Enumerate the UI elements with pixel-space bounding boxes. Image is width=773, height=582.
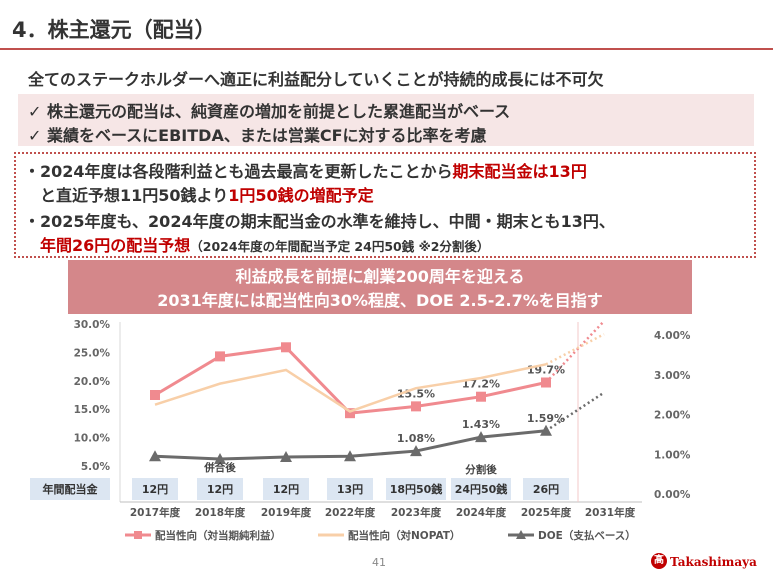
dividend-cell xyxy=(327,478,373,500)
dividend-value: 26円 xyxy=(533,483,559,496)
highlight-line-2: と直近予想11円50銭より1円50銭の増配予定 xyxy=(40,182,374,206)
dividend-value: 12円 xyxy=(142,483,168,496)
dividend-value: 24円50銭 xyxy=(455,482,508,496)
y-right-tick-label: 4.00% xyxy=(654,330,691,342)
y-left-tick-label: 10.0% xyxy=(74,433,111,445)
series-point xyxy=(150,390,160,400)
series-point xyxy=(149,450,161,462)
x-tick-label: 2023年度 xyxy=(391,506,442,519)
x-tick-label: 2017年度 xyxy=(130,506,181,519)
policy-line-2: ✓ 業績をベースにEBITDA、または営業CFに対する比率を考慮 xyxy=(28,126,487,145)
dividend-value: 18円50銭 xyxy=(390,482,443,496)
data-label: 17.2% xyxy=(462,378,500,391)
legend-label: 配当性向（対NOPAT） xyxy=(348,529,460,542)
dividend-cell xyxy=(451,478,511,500)
series-point xyxy=(540,424,552,436)
x-tick-label: 2018年度 xyxy=(195,506,246,519)
series-point xyxy=(410,445,422,457)
series-point xyxy=(475,431,487,443)
series-point xyxy=(215,351,225,362)
highlight-line-4: 年間26円の配当予想（2024年度の年間配当予定 24円50銭 ※2分割後） xyxy=(40,232,489,256)
policy-box xyxy=(18,94,754,146)
highlight-text: ・2024年度は各段階利益とも過去最高を更新したことから xyxy=(24,162,453,181)
highlight-emphasis: 1円50銭の増配予定 xyxy=(228,186,374,205)
x-tick-label: 2031年度 xyxy=(585,506,636,519)
y-left-tick-label: 5.0% xyxy=(81,461,111,473)
y-left-tick-label: 25.0% xyxy=(74,347,111,359)
dividend-cell xyxy=(132,478,178,500)
annotation-label: 併合後 xyxy=(203,461,236,474)
dividend-cell xyxy=(523,478,569,500)
policy-subtitle: 全てのステークホルダーへ適正に利益配分していくことが持続的成長には不可欠 xyxy=(28,70,604,89)
series-projection xyxy=(545,391,605,432)
data-label: 1.08% xyxy=(397,432,435,445)
series-point xyxy=(214,453,226,465)
highlight-note: （2024年度の年間配当予定 24円50銭 ※2分割後） xyxy=(190,239,490,254)
data-label: 1.43% xyxy=(462,418,500,431)
legend-label: DOE（支払ベース） xyxy=(538,529,636,542)
dividend-chart: 5.0% 10.0% 15.0% 20.0% 25.0% 30.0% 0.00% 1.00% 2… xyxy=(30,319,691,542)
highlight-text: と直近予想11円50銭より xyxy=(40,186,229,205)
highlight-line-3: ・2025年度も、2024年度の期末配当金の水準を維持し、中間・期末とも13円、 xyxy=(24,212,615,231)
y-right-tick-label: 3.00% xyxy=(654,370,691,382)
dividend-value: 12円 xyxy=(207,483,233,496)
data-label: 1.59% xyxy=(527,412,565,425)
highlight-line-1: ・2024年度は各段階利益とも過去最高を更新したことから期末配当金は13円 xyxy=(24,158,587,182)
series-point xyxy=(411,401,421,412)
series-projection xyxy=(545,333,605,366)
target-banner xyxy=(68,260,692,314)
dividend-cell xyxy=(263,478,309,500)
dividend-row-label: 年間配当金 xyxy=(43,482,99,496)
series-line xyxy=(154,363,547,413)
x-tick-label: 2024年度 xyxy=(456,506,507,519)
company-logo: Takashimaya xyxy=(670,555,757,569)
y-right-tick-label: 0.00% xyxy=(654,489,691,501)
legend-marker xyxy=(134,531,142,539)
banner-line-2: 2031年度には配当性向30%程度、DOE 2.5-2.7%を目指す xyxy=(157,291,603,310)
title-divider xyxy=(0,48,773,50)
y-left-tick-label: 30.0% xyxy=(74,319,111,331)
legend-marker xyxy=(516,530,526,539)
y-left-tick-label: 15.0% xyxy=(74,404,111,416)
dividend-highlight-box xyxy=(14,152,756,258)
series-point xyxy=(345,408,355,419)
banner-line-1: 利益成長を前提に創業200周年を迎える xyxy=(235,267,525,286)
series-point xyxy=(280,451,292,463)
x-tick-label: 2025年度 xyxy=(521,506,572,519)
y-right-tick-label: 2.00% xyxy=(654,410,691,422)
series-projection xyxy=(545,320,605,384)
page-number: 41 xyxy=(372,556,386,569)
series-point xyxy=(344,450,356,462)
series-point xyxy=(281,342,291,353)
highlight-emphasis: 期末配当金は13円 xyxy=(452,162,587,181)
legend-label: 配当性向（対当期純利益） xyxy=(155,529,281,542)
dividend-row-label-cell xyxy=(30,478,110,500)
series-point xyxy=(476,391,486,402)
takashimaya-logo-icon: 髙 xyxy=(651,553,667,569)
policy-line-1: ✓ 株主還元の配当は、純資産の増加を前提とした累進配当がベース xyxy=(28,102,511,121)
dividend-cell xyxy=(386,478,446,500)
y-left-tick-label: 20.0% xyxy=(74,376,111,388)
highlight-emphasis: 年間26円の配当予想 xyxy=(40,236,191,255)
x-tick-label: 2022年度 xyxy=(325,506,376,519)
y-right-tick-label: 1.00% xyxy=(654,449,691,461)
dividend-value: 12円 xyxy=(273,483,299,496)
x-tick-label: 2019年度 xyxy=(261,506,312,519)
dividend-cell xyxy=(197,478,243,500)
series-point xyxy=(541,377,551,388)
dividend-value: 13円 xyxy=(337,483,363,496)
annotation-label: 分割後 xyxy=(465,463,497,476)
page-title: 4．株主還元（配当） xyxy=(12,18,216,42)
